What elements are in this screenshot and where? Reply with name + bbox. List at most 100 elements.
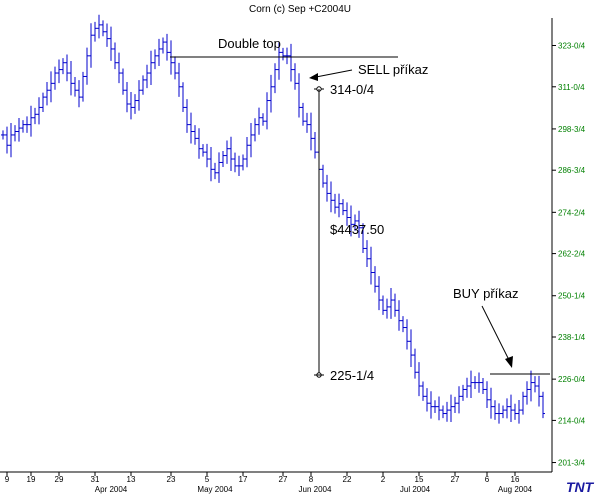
price-bar xyxy=(69,61,73,96)
price-bar xyxy=(261,113,265,126)
x-tick-label: 19 xyxy=(27,475,36,484)
price-bar xyxy=(209,147,213,182)
price-bar xyxy=(233,152,237,173)
price-bar xyxy=(425,388,429,412)
price-bar xyxy=(465,377,469,398)
price-bar xyxy=(33,107,37,125)
price-bar xyxy=(173,56,177,80)
price-bar xyxy=(441,405,445,419)
profit-label: $4437.50 xyxy=(330,222,384,237)
x-tick-label: 13 xyxy=(127,475,136,484)
price-bar xyxy=(161,37,165,54)
high-price-label: 314-0/4 xyxy=(330,82,374,97)
price-bar xyxy=(505,398,509,419)
tnt-logo: TNT xyxy=(566,479,595,495)
price-bar xyxy=(165,33,169,61)
double-top-label: Double top xyxy=(218,36,281,51)
price-bar xyxy=(309,112,313,151)
price-bar xyxy=(277,42,281,80)
price-bar xyxy=(373,266,377,293)
price-bar xyxy=(325,174,329,202)
price-bar xyxy=(513,403,517,420)
price-bar xyxy=(365,240,369,268)
price-bar xyxy=(417,362,421,397)
price-bar xyxy=(473,376,477,389)
price-bar xyxy=(413,348,417,379)
tnt-logo-text: TNT xyxy=(566,479,595,495)
price-bar xyxy=(429,391,433,419)
price-bar xyxy=(5,126,9,154)
y-axis: 323-0/4 311-0/4 298-3/4 286-3/4 274-2/4 262-2… xyxy=(552,42,586,468)
price-bar xyxy=(201,144,205,157)
x-tick-label: 9 xyxy=(5,475,10,484)
price-bar xyxy=(301,102,305,126)
x-tick-label: 29 xyxy=(55,475,64,484)
price-bar xyxy=(157,38,161,66)
price-bar xyxy=(9,122,13,158)
price-bar xyxy=(393,293,397,317)
price-bar xyxy=(281,47,285,61)
price-bar xyxy=(321,164,325,188)
x-month-label: May 2004 xyxy=(197,485,233,494)
x-tick-label: 2 xyxy=(381,475,386,484)
price-bar xyxy=(445,401,449,422)
price-bar xyxy=(385,298,389,319)
price-bar xyxy=(341,199,345,216)
y-tick-label: 286-3/4 xyxy=(558,166,586,175)
price-bar xyxy=(461,384,465,401)
price-bar xyxy=(253,118,257,142)
price-bar xyxy=(469,370,473,398)
price-bar xyxy=(485,381,489,409)
price-bar xyxy=(305,112,309,133)
price-bar xyxy=(125,81,129,113)
sell-arrow-line xyxy=(315,69,353,78)
price-bars xyxy=(1,14,545,424)
price-bar xyxy=(265,92,269,130)
price-bar xyxy=(349,205,353,237)
price-bar xyxy=(65,54,69,82)
price-bar xyxy=(97,14,101,39)
price-bar xyxy=(121,68,125,95)
price-bar xyxy=(273,63,277,94)
price-bar xyxy=(229,136,233,171)
price-bar xyxy=(285,47,289,65)
price-bar xyxy=(89,23,93,68)
x-month-label: Jun 2004 xyxy=(299,485,332,494)
price-bar xyxy=(217,152,221,183)
x-tick-label: 27 xyxy=(451,475,460,484)
price-bar xyxy=(141,75,145,95)
price-bar xyxy=(541,391,545,419)
price-bar xyxy=(85,47,89,85)
y-tick-label: 250-1/4 xyxy=(558,292,586,301)
price-bar xyxy=(313,131,317,159)
price-bar xyxy=(421,381,425,401)
price-bar xyxy=(105,23,109,47)
sell-arrow-head xyxy=(309,73,318,81)
y-tick-label: 274-2/4 xyxy=(558,208,586,217)
price-bar xyxy=(245,137,249,168)
price-bar xyxy=(169,40,173,75)
y-tick-label: 298-3/4 xyxy=(558,125,586,134)
x-tick-label: 17 xyxy=(239,475,248,484)
price-bar xyxy=(497,403,501,424)
price-bar xyxy=(333,193,337,214)
price-bar xyxy=(337,193,341,218)
price-bar xyxy=(509,394,513,423)
y-tick-label: 214-0/4 xyxy=(558,416,586,425)
price-bar xyxy=(205,143,209,168)
price-bar xyxy=(409,329,413,368)
price-bar xyxy=(25,116,29,133)
price-bar xyxy=(249,122,253,158)
price-bar xyxy=(21,120,25,133)
price-bar xyxy=(153,49,157,70)
x-tick-label: 23 xyxy=(167,475,176,484)
price-bar xyxy=(61,58,65,75)
x-month-label: Aug 2004 xyxy=(498,485,533,494)
price-bar xyxy=(145,64,149,89)
price-bar xyxy=(525,381,529,405)
buy-arrow-head xyxy=(505,356,513,368)
price-bar xyxy=(397,300,401,331)
price-bar xyxy=(17,117,21,142)
price-bar xyxy=(57,59,61,84)
price-bar xyxy=(405,319,409,350)
